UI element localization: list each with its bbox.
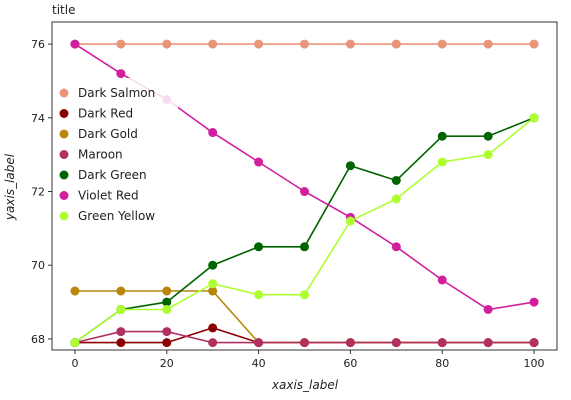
data-point-maroon xyxy=(300,338,309,348)
x-tick-label: 80 xyxy=(435,357,449,370)
y-axis: 68 70 72 74 76 xyxy=(31,38,52,346)
data-point-green-yellow xyxy=(529,113,539,123)
data-point-violet-red xyxy=(483,304,493,314)
data-point-violet-red xyxy=(70,39,80,49)
y-tick-label: 72 xyxy=(31,186,45,199)
data-point-maroon xyxy=(437,338,447,348)
data-point-dark-salmon xyxy=(391,39,401,49)
data-point-dark-salmon xyxy=(208,39,218,49)
data-point-maroon xyxy=(254,338,264,348)
legend-marker-dark-green xyxy=(59,170,69,180)
data-point-dark-gold xyxy=(116,286,126,296)
legend-marker-dark-gold xyxy=(59,129,69,139)
data-point-green-yellow xyxy=(208,279,218,289)
data-point-violet-red xyxy=(254,157,264,167)
x-tick-label: 20 xyxy=(160,357,174,370)
data-point-dark-green xyxy=(483,131,493,141)
data-point-maroon xyxy=(208,338,218,348)
legend-label-dark-green: Dark Green xyxy=(78,168,147,182)
data-point-green-yellow xyxy=(483,150,493,160)
chart-title: title xyxy=(52,3,75,17)
data-point-dark-gold xyxy=(162,286,172,296)
y-tick-label: 76 xyxy=(31,38,45,51)
data-point-violet-red xyxy=(116,69,126,79)
legend-label-green-yellow: Green Yellow xyxy=(78,209,155,223)
data-point-green-yellow xyxy=(437,157,447,167)
data-point-maroon xyxy=(162,327,172,337)
data-point-dark-green xyxy=(300,242,309,252)
data-point-dark-green xyxy=(208,260,218,270)
data-point-dark-red xyxy=(208,323,218,333)
data-point-maroon xyxy=(483,338,493,348)
data-point-dark-salmon xyxy=(162,39,172,49)
x-tick-label: 100 xyxy=(524,357,545,370)
data-point-violet-red xyxy=(300,187,309,197)
y-tick-label: 68 xyxy=(31,333,45,346)
data-point-dark-gold xyxy=(70,286,80,296)
legend-label-dark-red: Dark Red xyxy=(78,107,133,121)
data-point-dark-green xyxy=(254,242,264,252)
legend-marker-violet-red xyxy=(59,191,69,200)
data-point-green-yellow xyxy=(345,216,355,226)
x-tick-label: 0 xyxy=(71,357,78,370)
data-point-green-yellow xyxy=(254,290,264,300)
data-point-maroon xyxy=(345,338,355,348)
series-points xyxy=(70,39,539,348)
data-point-dark-red xyxy=(116,338,126,348)
legend-label-dark-salmon: Dark Salmon xyxy=(78,86,155,100)
data-point-green-yellow xyxy=(162,304,172,314)
data-point-dark-green xyxy=(391,175,401,185)
data-point-green-yellow xyxy=(300,290,309,300)
data-point-violet-red xyxy=(208,128,218,138)
y-tick-label: 74 xyxy=(31,112,45,125)
data-point-dark-salmon xyxy=(437,39,447,49)
data-point-green-yellow xyxy=(391,194,401,204)
legend-marker-maroon xyxy=(59,150,69,159)
data-point-dark-red xyxy=(162,338,172,348)
data-point-violet-red xyxy=(391,242,401,252)
legend: Dark Salmon Dark Red Dark Gold Maroon Dark G… xyxy=(54,78,178,226)
data-point-dark-salmon xyxy=(300,39,309,49)
legend-marker-dark-red xyxy=(59,109,69,118)
data-point-violet-red xyxy=(529,297,539,307)
x-tick-label: 40 xyxy=(252,357,266,370)
x-axis-title: xaxis_label xyxy=(271,378,339,392)
data-point-dark-salmon xyxy=(254,39,264,49)
data-point-dark-gold xyxy=(208,286,218,296)
x-axis: 0 20 40 60 80 100 xyxy=(71,350,545,370)
legend-marker-dark-salmon xyxy=(59,88,69,98)
data-point-dark-salmon xyxy=(529,39,539,49)
data-point-dark-green xyxy=(437,131,447,141)
legend-box xyxy=(54,78,178,226)
data-point-maroon xyxy=(116,327,126,337)
data-point-green-yellow xyxy=(116,304,126,314)
data-point-dark-green xyxy=(345,161,355,171)
legend-label-dark-gold: Dark Gold xyxy=(78,127,138,141)
legend-marker-green-yellow xyxy=(59,211,69,221)
y-tick-label: 70 xyxy=(31,259,45,272)
data-point-dark-salmon xyxy=(345,39,355,49)
legend-label-maroon: Maroon xyxy=(78,148,123,162)
data-point-dark-salmon xyxy=(116,39,126,49)
x-tick-label: 60 xyxy=(343,357,357,370)
data-point-green-yellow xyxy=(70,338,80,348)
data-point-maroon xyxy=(529,338,539,348)
y-axis-title: yaxis_label xyxy=(3,153,17,221)
legend-label-violet-red: Violet Red xyxy=(78,189,139,203)
data-point-maroon xyxy=(391,338,401,348)
data-point-dark-salmon xyxy=(483,39,493,49)
plot-area xyxy=(51,21,558,351)
data-point-violet-red xyxy=(437,275,447,285)
data-point-dark-green xyxy=(162,297,172,307)
